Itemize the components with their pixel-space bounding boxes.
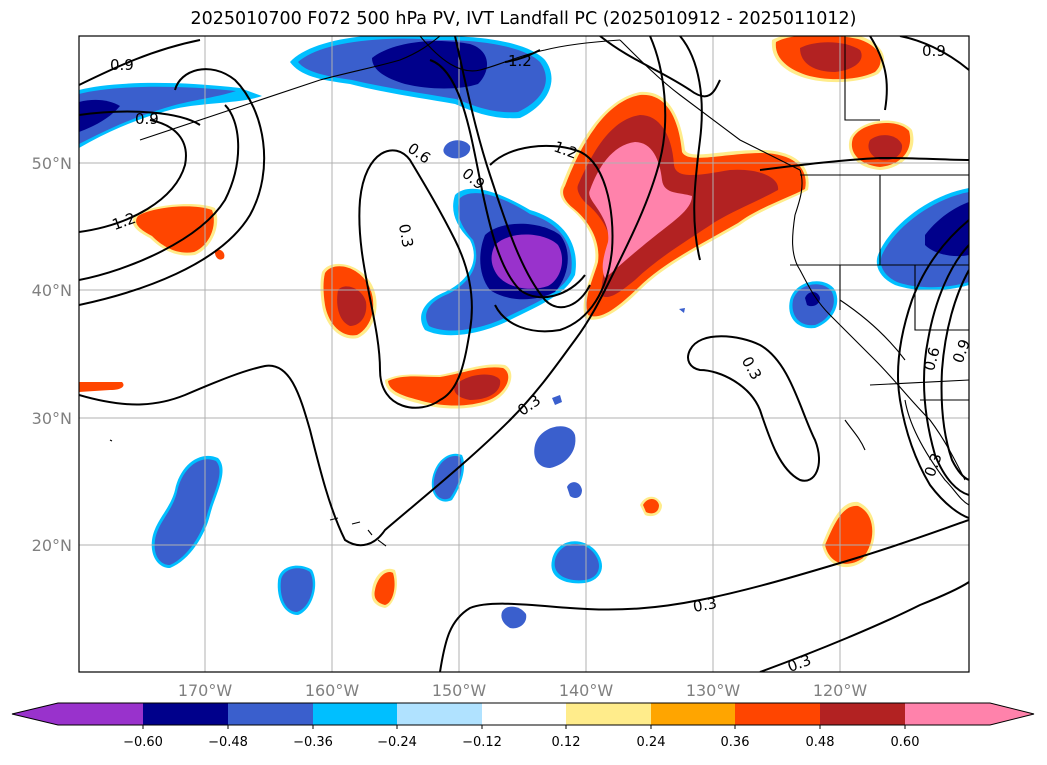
colorbar-bin [735, 703, 820, 725]
svg-text:0.9: 0.9 [949, 337, 974, 366]
colorbar-bin [820, 703, 905, 725]
svg-text:0.60: 0.60 [891, 735, 920, 750]
svg-text:0.9: 0.9 [922, 42, 946, 60]
svg-text:120°W: 120°W [813, 681, 868, 700]
shading-negative-alaska [290, 36, 552, 119]
colorbar-bin [566, 703, 651, 725]
svg-text:−0.48: −0.48 [208, 735, 248, 750]
svg-text:0.3: 0.3 [692, 594, 719, 616]
shading-negative-small-1 [443, 140, 471, 159]
svg-text:0.3: 0.3 [785, 651, 814, 676]
svg-text:−0.36: −0.36 [293, 735, 333, 750]
colorbar-extend-low [12, 703, 58, 725]
shading-positive-subtropic [79, 364, 512, 409]
svg-text:0.6: 0.6 [920, 345, 944, 373]
svg-text:0.9: 0.9 [110, 56, 134, 74]
colorbar-bin [397, 703, 482, 725]
longitude-labels: 170°W 160°W 150°W 140°W 130°W 120°W [178, 681, 868, 700]
coastlines [109, 36, 969, 547]
latitude-labels: 50°N 40°N 30°N 20°N [32, 154, 72, 555]
svg-text:1.2: 1.2 [508, 52, 532, 70]
svg-text:30°N: 30°N [32, 409, 72, 428]
shading-negative-west [79, 82, 262, 148]
svg-text:140°W: 140°W [559, 681, 614, 700]
shading-positive-north [771, 36, 885, 83]
shading-positive-west [132, 204, 225, 260]
svg-text:0.3: 0.3 [395, 222, 417, 249]
colorbar: −0.60 −0.48 −0.36 −0.24 −0.12 0.12 0.24 … [11, 702, 1035, 750]
map-frame [78, 35, 970, 673]
svg-text:40°N: 40°N [32, 281, 72, 300]
colorbar-bin [482, 703, 566, 725]
colorbar-bin [58, 703, 143, 725]
colorbar-bin [905, 703, 990, 725]
map-background [79, 36, 969, 672]
svg-text:150°W: 150°W [432, 681, 487, 700]
svg-text:50°N: 50°N [32, 154, 72, 173]
svg-text:0.9: 0.9 [135, 110, 159, 128]
shading-positive-plume [560, 91, 809, 320]
svg-text:0.24: 0.24 [637, 735, 666, 750]
svg-text:20°N: 20°N [32, 536, 72, 555]
colorbar-bin [313, 703, 397, 725]
svg-text:160°W: 160°W [305, 681, 360, 700]
colorbar-extend-high [990, 703, 1034, 725]
shading-positive-scattered [371, 496, 875, 608]
colorbar-bin [143, 703, 228, 725]
colorbar-ticks: −0.60 −0.48 −0.36 −0.24 −0.12 0.12 0.24 … [123, 735, 919, 750]
svg-text:130°W: 130°W [686, 681, 741, 700]
svg-text:−0.24: −0.24 [377, 735, 417, 750]
pv-contours [79, 36, 969, 672]
shading-negative-california [789, 281, 838, 329]
svg-text:170°W: 170°W [178, 681, 233, 700]
map-title: 2025010700 F072 500 hPa PV, IVT Landfall… [190, 9, 857, 29]
svg-text:0.36: 0.36 [721, 735, 750, 750]
colorbar-bin [228, 703, 313, 725]
svg-text:0.48: 0.48 [806, 735, 835, 750]
shading-positive-midwest [320, 263, 377, 339]
svg-text:0.12: 0.12 [552, 735, 581, 750]
svg-text:−0.60: −0.60 [123, 735, 163, 750]
svg-text:−0.12: −0.12 [462, 735, 502, 750]
colorbar-bin [651, 703, 735, 725]
